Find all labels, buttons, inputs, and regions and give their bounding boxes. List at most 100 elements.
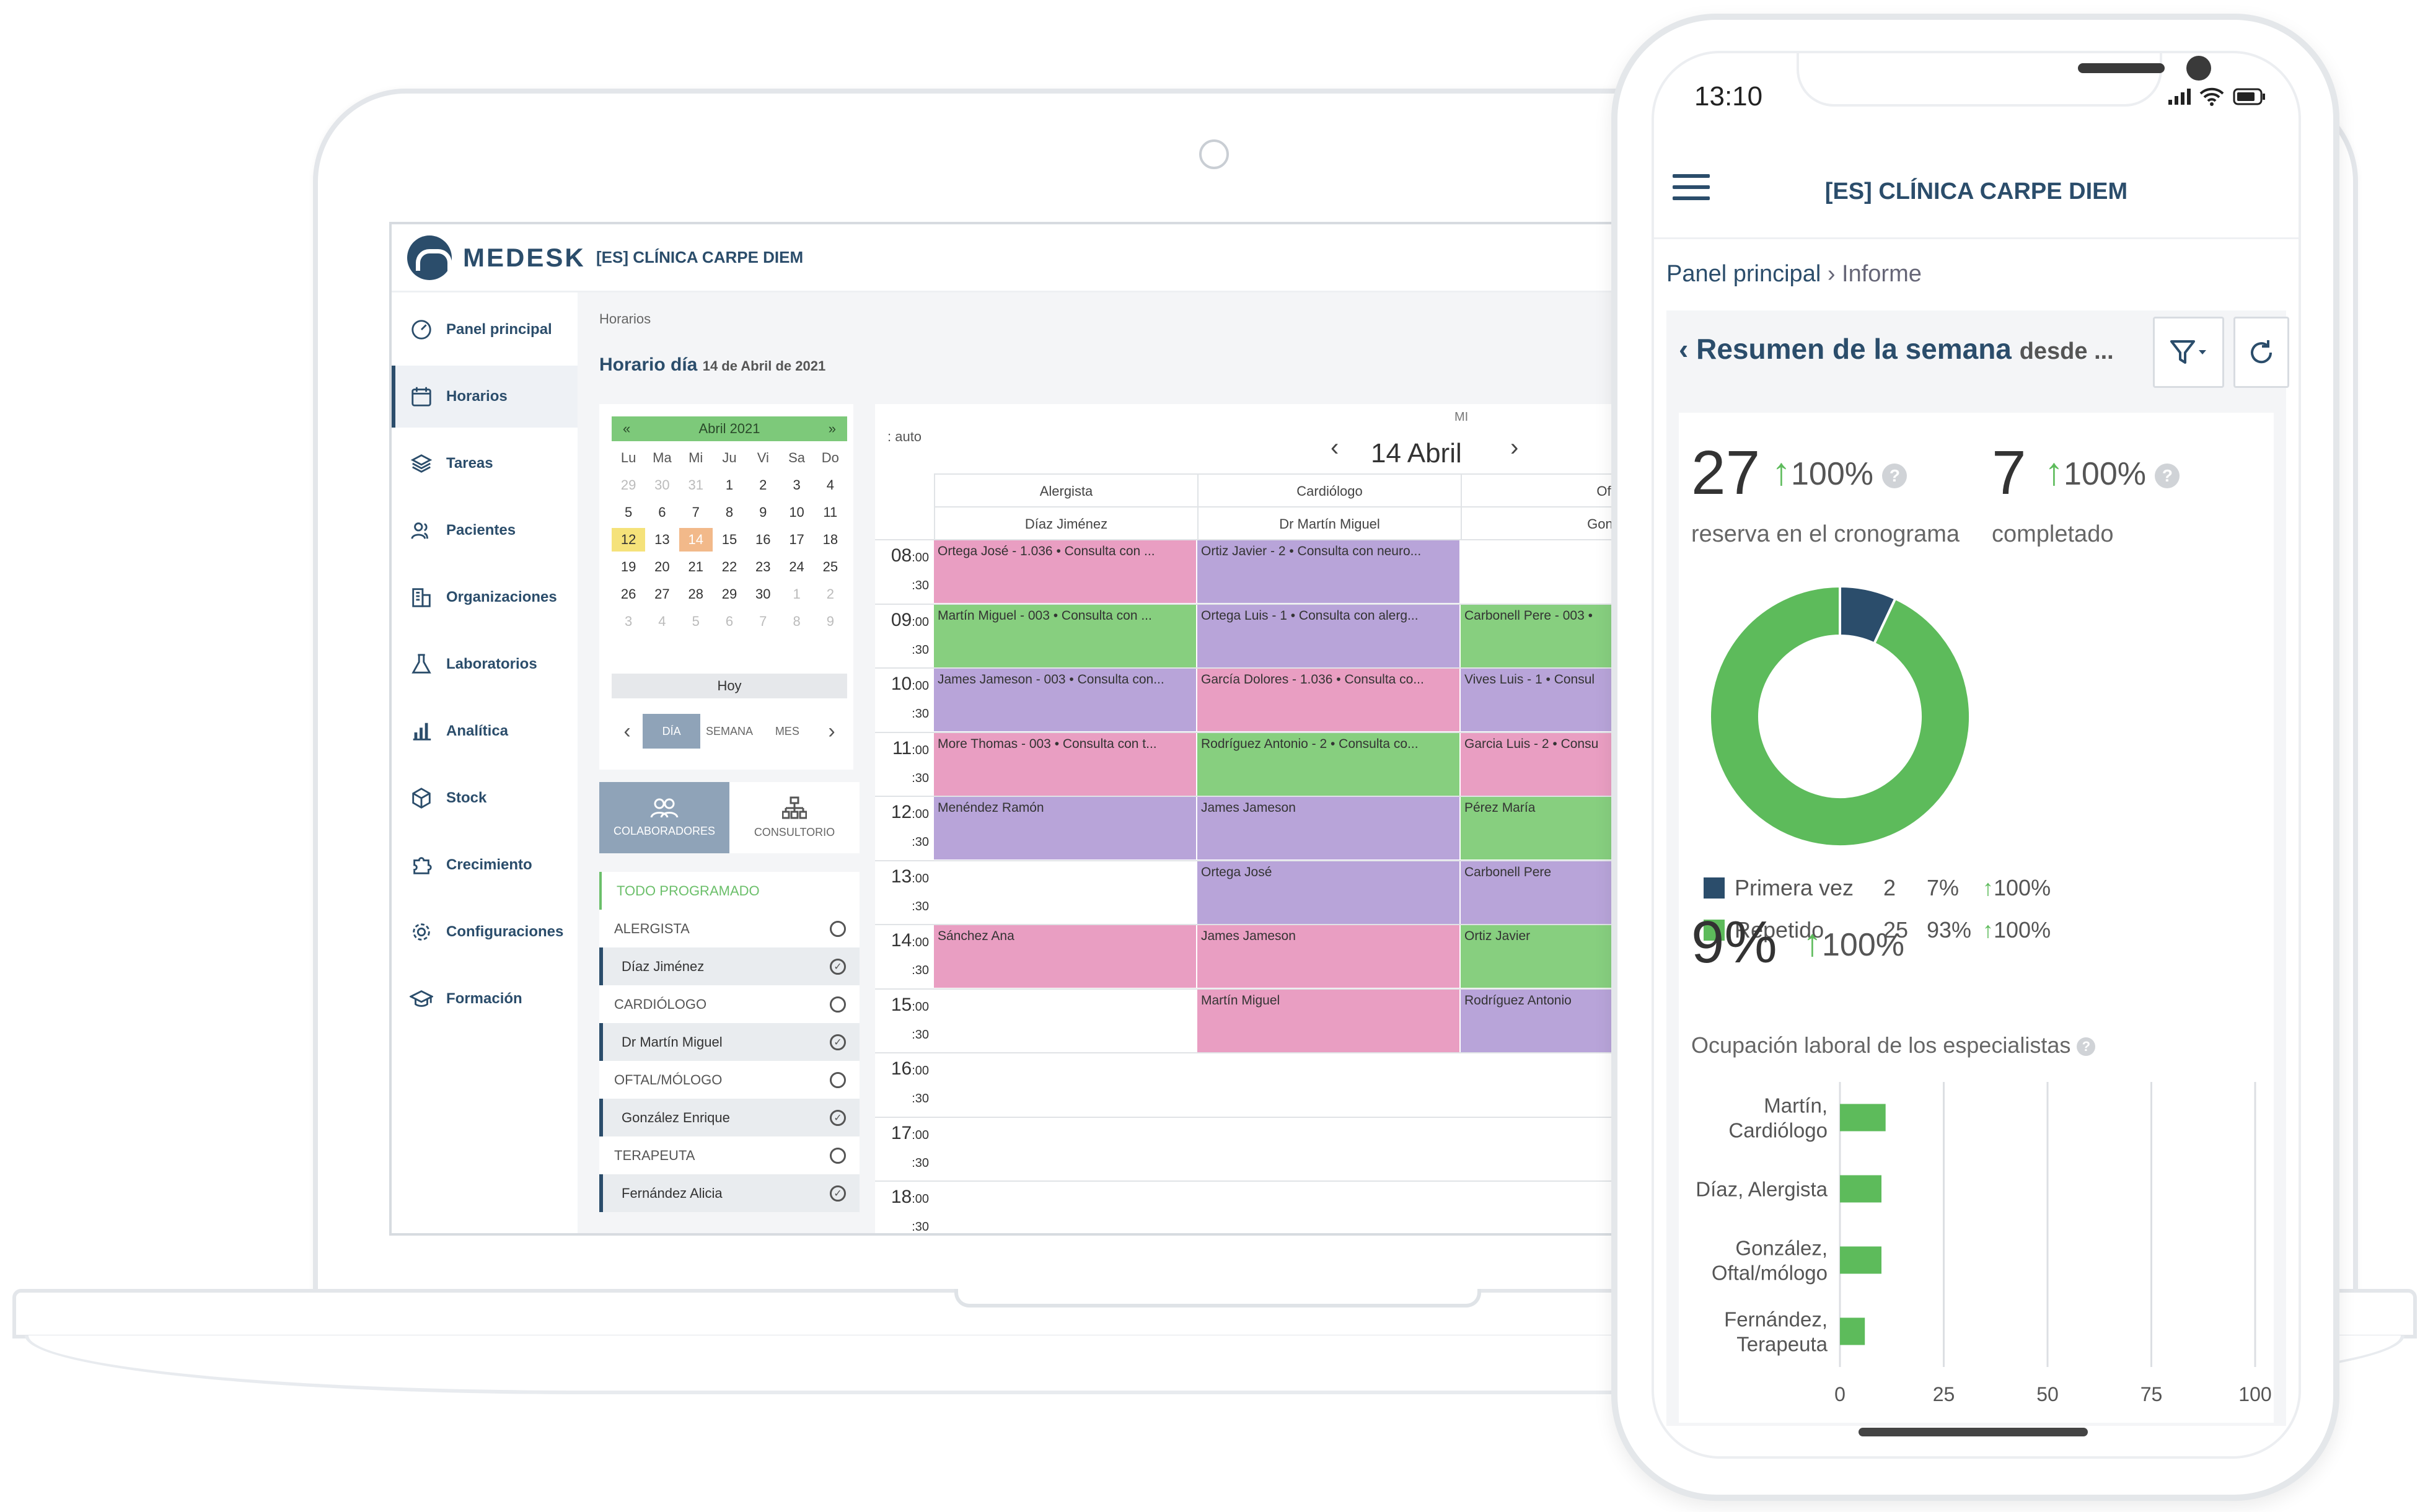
tab-colaboradores[interactable]: COLABORADORES [599,782,729,853]
calendar-day[interactable]: 9 [759,504,767,520]
calendar-day[interactable]: 29 [721,586,737,602]
sidebar-item-stock[interactable]: Stock [392,767,578,829]
hour-row[interactable] [934,539,1775,604]
hour-row[interactable] [934,731,1775,796]
hour-row[interactable] [934,796,1775,860]
hour-row[interactable] [934,988,1775,1053]
appointment-block[interactable]: James Jameson [1197,925,1461,988]
hour-row[interactable] [934,1180,1775,1233]
calendar-day[interactable]: 7 [692,504,700,520]
prev-month-button[interactable]: « [623,421,631,436]
sidebar-item-tareas[interactable]: Tareas [392,433,578,494]
filter-all-scheduled[interactable]: TODO PROGRAMADO [599,872,860,910]
calendar-day[interactable]: 11 [823,504,838,520]
occupancy-bar[interactable] [1840,1175,1881,1203]
sidebar-item-configuraciones[interactable]: Configuraciones [392,901,578,963]
calendar-day[interactable]: 21 [688,559,703,574]
radio-checked-icon[interactable]: ✓ [830,1185,846,1202]
hamburger-menu-icon[interactable] [1673,174,1710,208]
calendar-day[interactable]: 1 [793,586,801,602]
calendar-day[interactable]: 30 [755,586,771,602]
calendar-day[interactable]: 1 [725,477,734,493]
calendar-day[interactable]: 12 [612,528,646,552]
occupancy-bar[interactable] [1840,1317,1865,1345]
hour-row[interactable] [934,603,1775,668]
calendar-day[interactable]: 7 [759,613,767,629]
calendar-day[interactable]: 26 [620,586,636,602]
calendar-day[interactable]: 10 [789,504,804,520]
appointment-block[interactable]: Ortiz Javier - 2 • Consulta con neuro... [1197,540,1461,603]
breadcrumb[interactable]: Horarios [599,311,651,327]
appointment-block[interactable]: Ortega José [1197,861,1461,924]
appointment-block[interactable]: James Jameson [1197,797,1461,859]
radio-empty-icon[interactable] [830,1071,846,1088]
sidebar-item-organizaciones[interactable]: Organizaciones [392,566,578,628]
chevron-left-icon[interactable]: ‹ [623,719,631,743]
calendar-day[interactable]: 4 [658,613,666,629]
appointment-block[interactable]: Martín Miguel [1197,989,1461,1052]
sidebar-item-laboratorios[interactable]: Laboratorios [392,633,578,695]
filter-doctor[interactable]: Fernández Alicia ✓ [599,1174,860,1212]
radio-checked-icon[interactable]: ✓ [830,1034,846,1050]
chevron-right-icon[interactable]: › [828,719,835,743]
filter-specialty[interactable]: CARDIÓLOGO [599,985,860,1023]
hour-row[interactable] [934,859,1775,925]
calendar-day[interactable]: 15 [721,532,737,547]
calendar-day[interactable]: 3 [793,477,801,493]
filter-doctor[interactable]: González Enrique ✓ [599,1099,860,1136]
calendar-day[interactable]: 16 [755,532,771,547]
hour-row[interactable] [934,924,1775,988]
appointment-block[interactable]: García Dolores - 1.036 • Consulta co... [1197,669,1461,731]
radio-empty-icon[interactable] [830,996,846,1013]
calendar-day[interactable]: 2 [826,586,834,602]
calendar-day[interactable]: 18 [822,532,838,547]
sidebar-item-panel-principal[interactable]: Panel principal [392,299,578,361]
filter-specialty[interactable]: OFTAL/MÓLOGO [599,1061,860,1099]
filter-specialty[interactable]: TERAPEUTA [599,1136,860,1174]
calendar-day[interactable]: 9 [826,613,834,629]
calendar-day[interactable]: 20 [654,559,670,574]
occupancy-bar[interactable] [1840,1246,1881,1274]
help-icon[interactable]: ? [1882,464,1907,489]
hour-row[interactable] [934,1052,1775,1117]
radio-empty-icon[interactable] [830,1147,846,1164]
calendar-day[interactable]: 4 [826,477,834,493]
help-icon[interactable]: ? [2155,464,2180,489]
breadcrumb-link[interactable]: Panel principal [1666,261,1821,287]
hour-row[interactable] [934,1116,1775,1181]
sidebar-item-horarios[interactable]: Horarios [392,366,578,428]
refresh-button[interactable] [2233,317,2289,388]
calendar-day[interactable]: 25 [822,559,838,574]
calendar-day[interactable]: 2 [759,477,767,493]
filter-doctor[interactable]: Dr Martín Miguel ✓ [599,1023,860,1061]
calendar-day[interactable]: 29 [620,477,636,493]
zoom-auto-label[interactable]: : auto [887,429,922,444]
filter-specialty[interactable]: ALERGISTA [599,910,860,947]
help-icon[interactable]: ? [2077,1037,2096,1057]
calendar-day[interactable]: 23 [755,559,771,574]
calendar-day[interactable]: 5 [692,613,700,629]
prev-day-icon[interactable]: ‹ [1331,434,1339,461]
radio-checked-icon[interactable]: ✓ [830,958,846,975]
today-button[interactable]: Hoy [612,674,847,698]
appointment-block[interactable]: Ortega José - 1.036 • Consulta con ... [934,540,1197,603]
calendar-day[interactable]: 28 [688,586,703,602]
appointment-block[interactable]: More Thomas - 003 • Consulta con t... [934,732,1197,796]
legend-item[interactable]: Primera vez 2 7% ↑100% [1704,874,2051,902]
view-week-tab[interactable]: SEMANA [705,724,753,737]
calendar-day[interactable]: 22 [721,559,737,574]
calendar-day[interactable]: 24 [789,559,804,574]
calendar-day[interactable]: 30 [654,477,670,493]
sidebar-item-anal-tica[interactable]: Analítica [392,700,578,762]
calendar-day[interactable]: 8 [725,504,734,520]
filter-doctor[interactable]: Díaz Jiménez ✓ [599,947,860,985]
occupancy-bar[interactable] [1840,1104,1886,1132]
appointment-block[interactable]: Sánchez Ana [934,925,1197,988]
calendar-day[interactable]: 27 [654,586,670,602]
sidebar-item-pacientes[interactable]: Pacientes [392,499,578,561]
summary-suffix[interactable]: desde ... [2019,338,2114,364]
sidebar-item-crecimiento[interactable]: Crecimiento [392,834,578,896]
donut-slice-1[interactable] [1709,584,1971,848]
sidebar-item-formaci-n[interactable]: Formación [392,968,578,1030]
calendar-day[interactable]: 13 [654,532,670,547]
